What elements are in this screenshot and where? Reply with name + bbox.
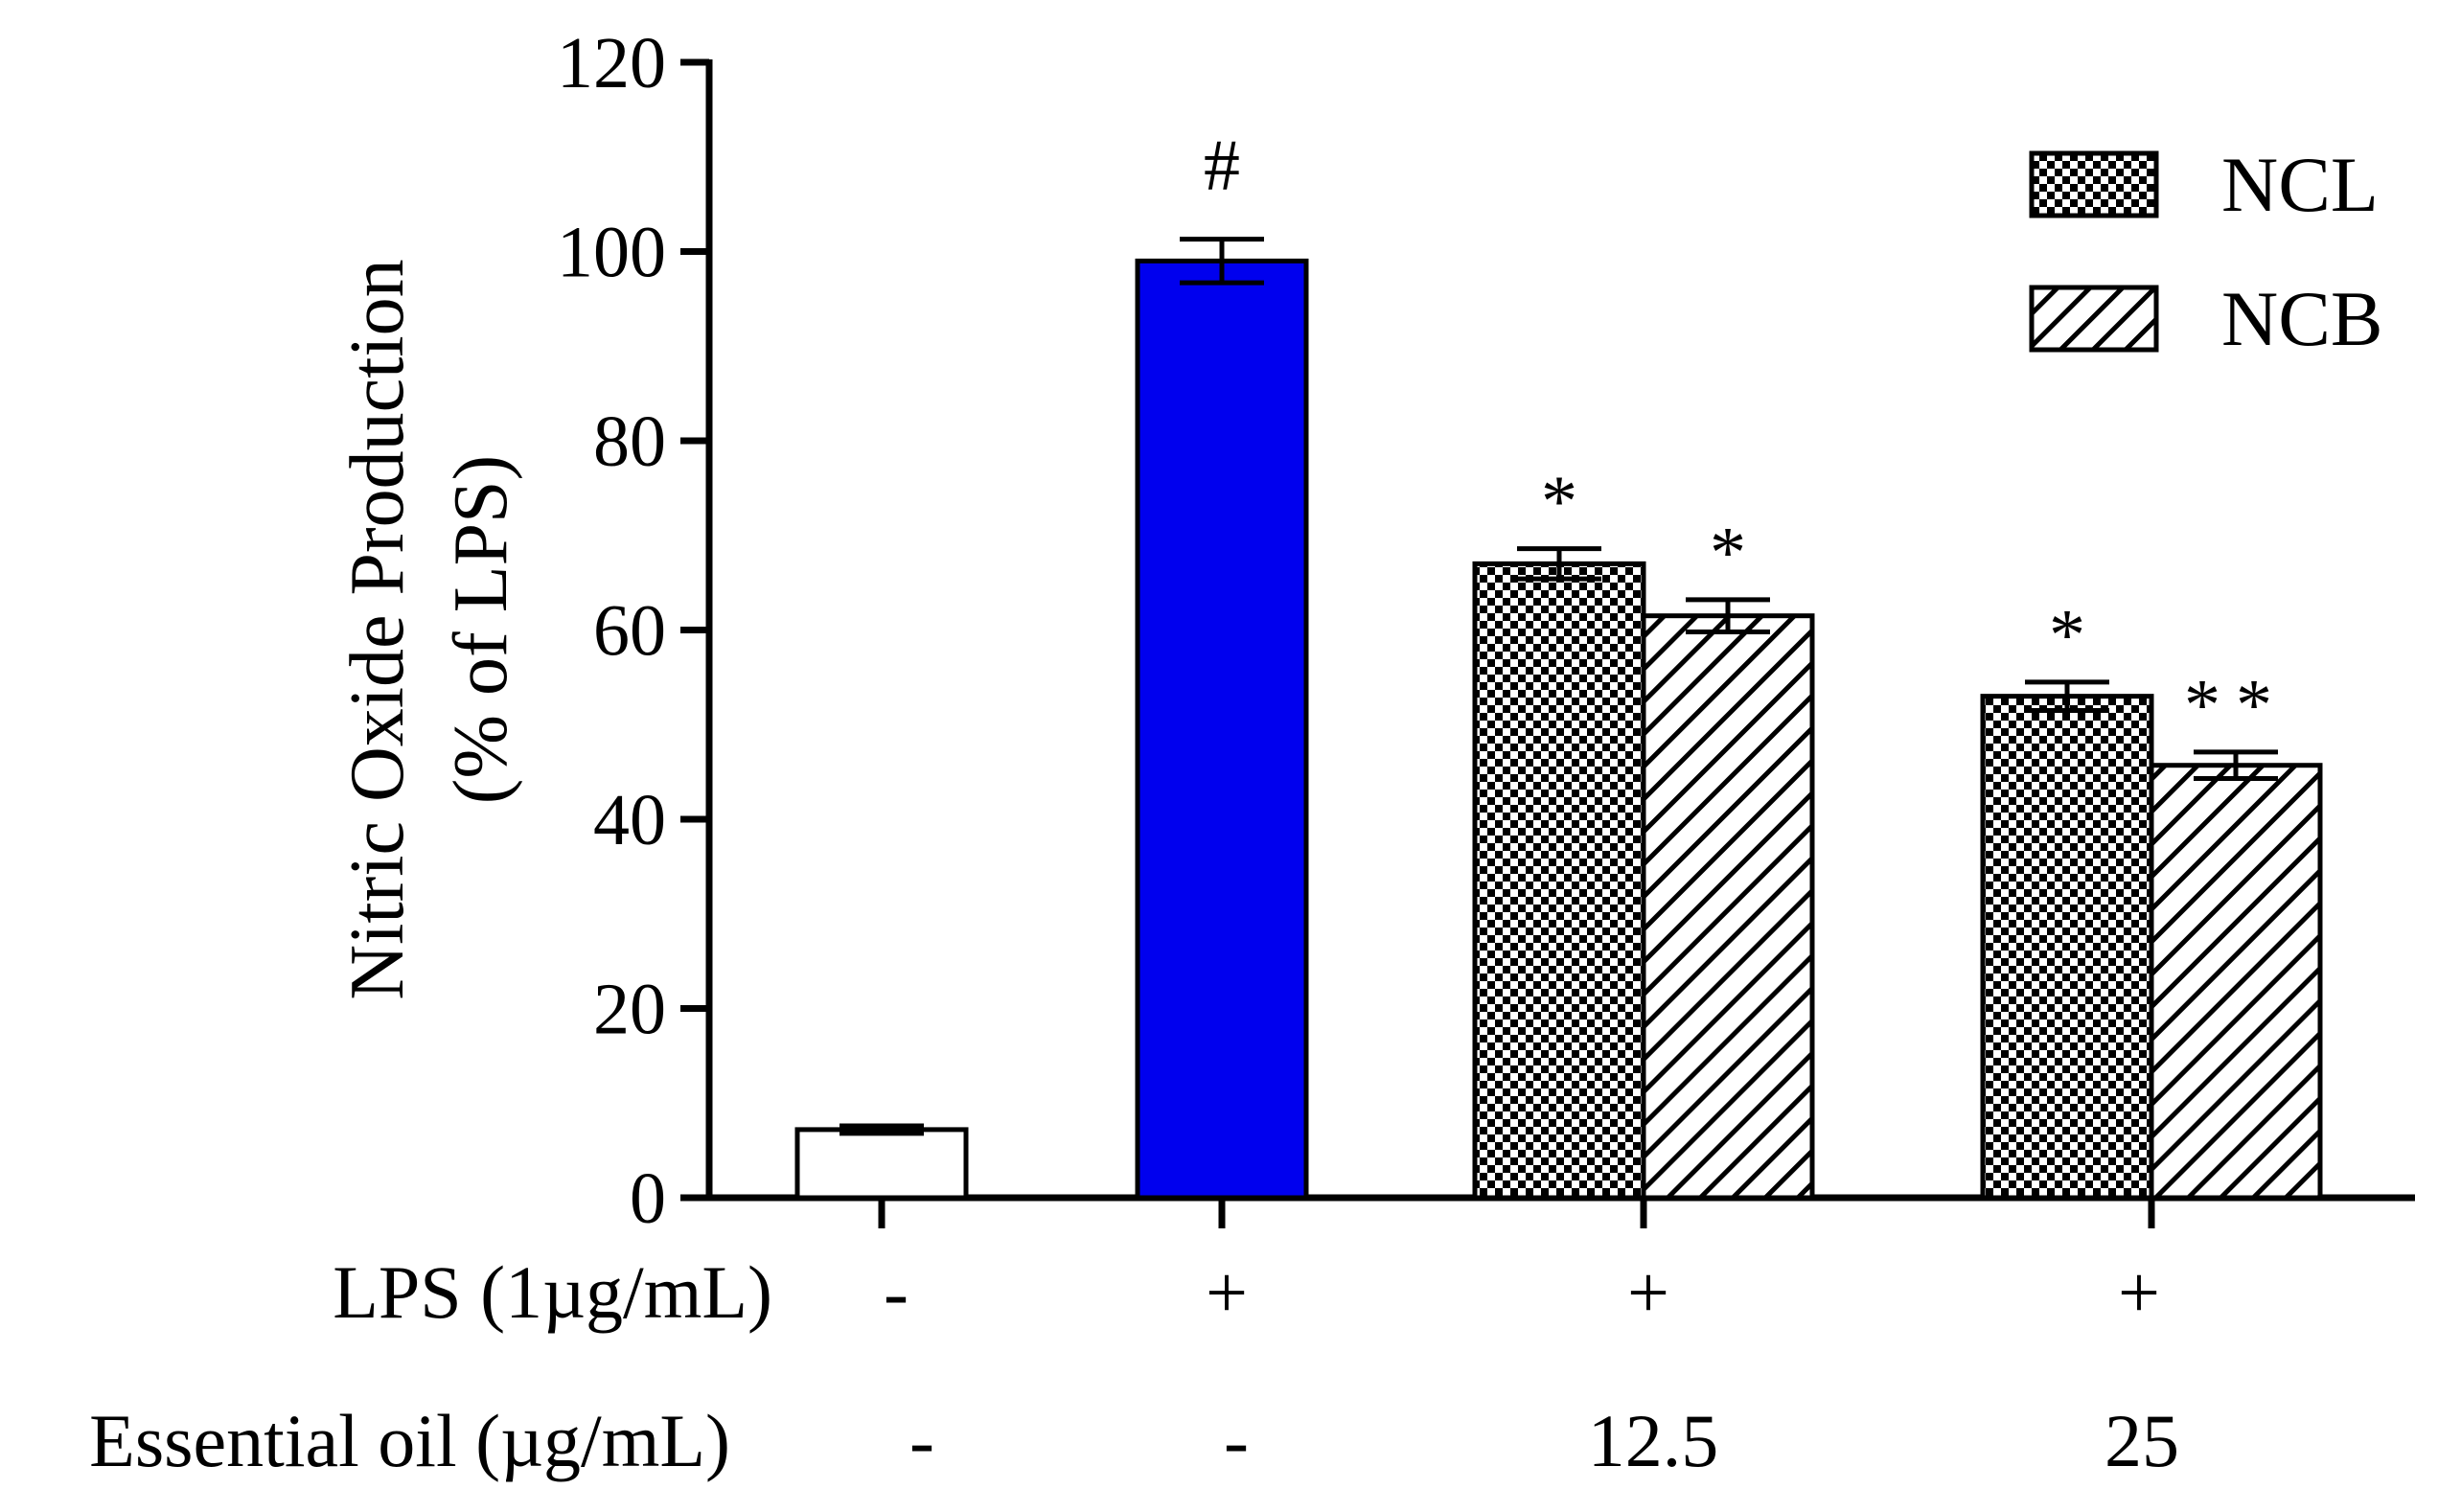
legend: NCL NCB [2029,141,2383,362]
lps-value: - [884,1250,908,1334]
y-axis: 0 20 40 60 80 100 120 [557,23,713,1239]
y-tick-label: 20 [593,970,666,1050]
oil-value: - [909,1399,934,1482]
bar-lps [1135,258,1309,1201]
y-tick-label: 60 [593,591,666,672]
bar-ncb [1641,613,1815,1201]
significance-label: * [1541,462,1577,542]
legend-swatch-ncl [2029,150,2159,218]
y-tick-label: 0 [630,1158,666,1239]
lps-value: + [2118,1250,2160,1334]
legend-label: NCL [2221,141,2379,228]
legend-label: NCB [2221,275,2383,362]
lps-value: + [1627,1250,1669,1334]
oil-row-label: Essential oil (µg/mL) [89,1399,730,1482]
x-axis [706,1194,2415,1228]
bar-ncl [1472,561,1646,1201]
y-tick-label: 80 [593,401,666,482]
y-axis-title-line: Nitric Oxide Production [335,259,420,999]
oil-value: 12.5 [1588,1399,1719,1482]
y-axis-title-line: (% of LPS) [439,455,523,804]
bars: #***** [794,126,2323,1201]
y-tick-label: 40 [593,780,666,860]
y-axis-title: Nitric Oxide Production (% of LPS) [335,259,523,999]
lps-value: + [1206,1250,1248,1334]
bar-ncl [1980,694,2154,1201]
significance-label: * [2049,595,2085,676]
legend-swatch-ncb [2029,285,2159,353]
bar-control [794,1127,969,1201]
significance-label: # [1204,126,1240,206]
significance-label: * [1710,513,1746,593]
y-tick-label: 100 [557,213,666,293]
oil-value: 25 [2104,1399,2179,1482]
bar-ncb [2149,763,2323,1201]
oil-value: - [1224,1399,1249,1482]
lps-row-label: LPS (1µg/mL) [333,1250,772,1334]
y-tick-label: 120 [557,23,666,103]
significance-label: ** [2184,665,2288,745]
